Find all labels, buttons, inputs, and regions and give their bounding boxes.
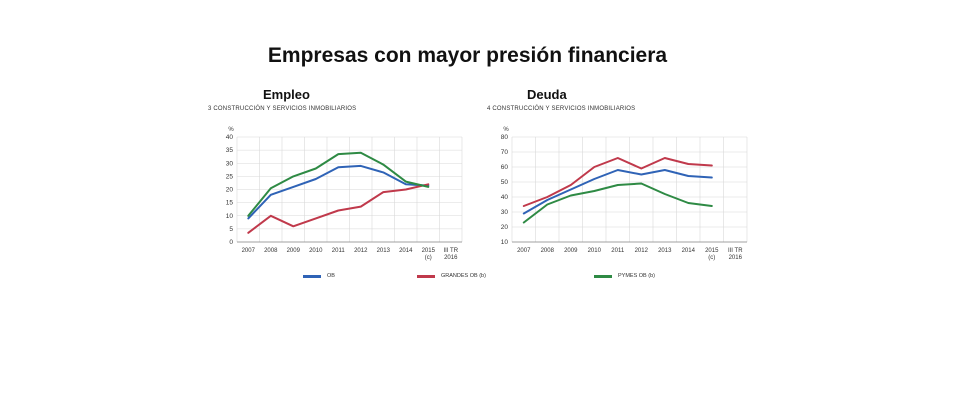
empleo-xtick-label: 2010 (309, 248, 323, 254)
empleo-ytick-label: 15 (226, 200, 234, 207)
deuda-ytick-label: 60 (501, 164, 509, 171)
panel-title-deuda: Deuda (527, 87, 567, 102)
chart-deuda: % 10 20 30 40 50 60 70 80 2007 2008 2009 2010 2011 201… (501, 127, 748, 261)
deuda-xtick-label: 2010 (588, 248, 602, 254)
deuda-xtick-label: 2015 (c) (705, 248, 719, 261)
empleo-series-grandes (247, 183, 430, 234)
deuda-series-ob (522, 169, 713, 215)
empleo-xtick-label: 2008 (264, 248, 278, 254)
empleo-series-pymes (247, 151, 430, 217)
deuda-ytick-label: 30 (501, 209, 509, 216)
deuda-xtick-label: 2014 (682, 248, 696, 254)
panel-title-empleo: Empleo (263, 87, 310, 102)
legend-swatch-grandes (417, 274, 435, 278)
empleo-xtick-label: 2013 (377, 248, 391, 254)
deuda-xtick-label: III TR 2016 (728, 248, 743, 261)
deuda-unit-label: % (503, 127, 509, 133)
legend-label-pymes: PYMES OB (b) (618, 273, 655, 279)
legend-label-grandes: GRANDES OB (b) (441, 273, 486, 279)
empleo-ytick-label: 40 (226, 134, 234, 141)
deuda-xtick-label: 2011 (611, 248, 625, 254)
legend-swatch-ob (303, 274, 321, 278)
legend-item-grandes: GRANDES OB (b) (417, 273, 486, 279)
deuda-series-grandes (522, 157, 713, 207)
legend-label-ob: OB (327, 273, 335, 279)
empleo-ytick-label: 35 (226, 147, 234, 154)
panel-subtitle-empleo: 3 CONSTRUCCIÓN Y SERVICIOS INMOBILIARIOS (208, 106, 357, 112)
legend-swatch-pymes (594, 274, 612, 278)
empleo-xtick-label: 2011 (332, 248, 346, 254)
deuda-xtick-label: 2013 (658, 248, 672, 254)
chart-empleo: % 0 5 10 15 20 25 30 35 40 2007 2008 2009 2010 2011 201… (226, 127, 463, 261)
deuda-xtick-label: 2012 (635, 248, 649, 254)
deuda-ytick-label: 10 (501, 239, 509, 246)
deuda-ytick-label: 80 (501, 134, 509, 141)
empleo-ytick-label: 20 (226, 187, 234, 194)
empleo-ytick-label: 0 (229, 239, 233, 246)
empleo-ytick-label: 25 (226, 173, 234, 180)
empleo-xtick-label: III TR 2016 (443, 248, 458, 261)
deuda-ytick-label: 20 (501, 224, 509, 231)
deuda-ytick-label: 50 (501, 179, 509, 186)
deuda-ytick-label: 40 (501, 194, 509, 201)
empleo-ytick-label: 30 (226, 160, 234, 167)
empleo-xtick-label: 2009 (287, 248, 301, 254)
empleo-ytick-label: 10 (226, 213, 234, 220)
legend-item-pymes: PYMES OB (b) (594, 273, 655, 279)
deuda-xtick-label: 2009 (564, 248, 578, 254)
main-title: Empresas con mayor presión financiera (267, 44, 668, 67)
legend-item-ob: OB (303, 273, 335, 279)
empleo-xtick-label: 2015 (c) (422, 248, 436, 261)
empleo-xtick-label: 2012 (354, 248, 368, 254)
deuda-series-pymes (522, 182, 713, 224)
empleo-series-ob (247, 164, 430, 220)
empleo-unit-label: % (228, 127, 234, 133)
empleo-xtick-label: 2014 (399, 248, 413, 254)
empleo-ytick-label: 5 (229, 226, 233, 233)
empleo-xtick-label: 2007 (242, 248, 256, 254)
panel-subtitle-deuda: 4 CONSTRUCCIÓN Y SERVICIOS INMOBILIARIOS (487, 106, 636, 112)
deuda-xtick-label: 2008 (541, 248, 555, 254)
deuda-ytick-label: 70 (501, 149, 509, 156)
deuda-xtick-label: 2007 (517, 248, 531, 254)
